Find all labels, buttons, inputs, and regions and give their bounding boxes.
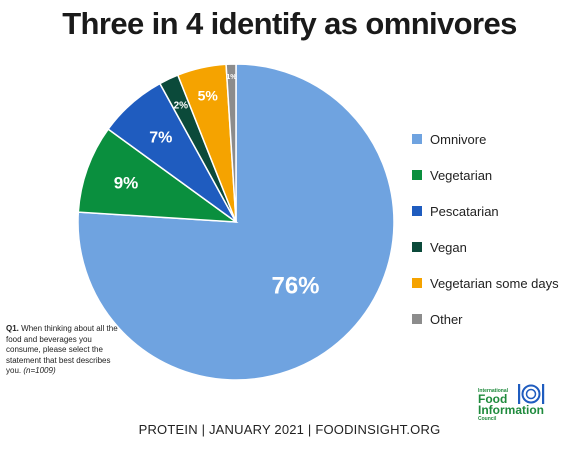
- pie-slice-vegetarian: [77, 128, 239, 223]
- pie-slice-other: [225, 63, 237, 223]
- logo-line-food: Food: [478, 392, 508, 406]
- slice-value-label: 5%: [198, 88, 219, 104]
- legend: Omnivore Vegetarian Pescatarian Vegan Vegeta…: [412, 121, 559, 337]
- pie-slice-omnivore: [77, 63, 395, 381]
- legend-swatch: [412, 170, 422, 180]
- legend-swatch: [412, 314, 422, 324]
- legend-item: Vegetarian some days: [412, 265, 559, 301]
- legend-label: Other: [430, 311, 463, 327]
- legend-swatch: [412, 278, 422, 288]
- legend-label: Omnivore: [430, 131, 487, 147]
- legend-item: Omnivore: [412, 121, 559, 157]
- slice-value-label: 7%: [149, 129, 172, 146]
- legend-item: Vegetarian: [412, 157, 559, 193]
- legend-label: Pescatarian: [430, 203, 499, 219]
- question-label: Q1.: [6, 324, 19, 333]
- slice-value-label: 2%: [174, 100, 189, 111]
- chart-title: Three in 4 identify as omnivores: [62, 6, 517, 41]
- ific-logo: International Food Information Council: [478, 382, 558, 428]
- logo-line-information: Information: [478, 403, 544, 417]
- logo-line-international: International: [478, 388, 509, 394]
- sample-size: (n=1009): [23, 366, 56, 375]
- legend-label: Vegetarian some days: [430, 275, 559, 291]
- logo-wordmark: International Food Information Council: [478, 388, 544, 422]
- question-text: When thinking about all the food and bev…: [6, 324, 118, 375]
- question-note: Q1. When thinking about all the food and…: [6, 324, 118, 377]
- legend-swatch: [412, 242, 422, 252]
- logo-line-council: Council: [478, 416, 497, 422]
- slice-value-label: 1%: [226, 74, 237, 81]
- plate-fork-knife-icon: [518, 384, 545, 404]
- legend-label: Vegetarian: [430, 167, 493, 183]
- legend-item: Other: [412, 301, 559, 337]
- footer-text: PROTEIN | JANUARY 2021 | FOODINSIGHT.ORG: [138, 422, 441, 437]
- slice-value-label: 76%: [271, 273, 319, 300]
- legend-item: Vegan: [412, 229, 559, 265]
- legend-swatch: [412, 134, 422, 144]
- legend-item: Pescatarian: [412, 193, 559, 229]
- slice-value-label: 9%: [114, 173, 139, 192]
- legend-swatch: [412, 206, 422, 216]
- legend-label: Vegan: [430, 239, 467, 255]
